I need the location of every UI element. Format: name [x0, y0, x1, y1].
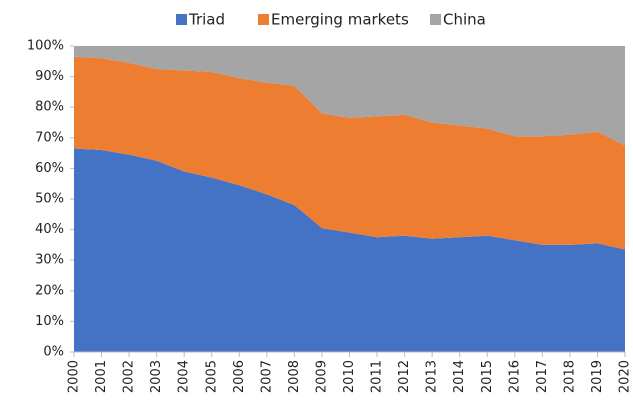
- x-tick-label: 2017: [535, 360, 550, 393]
- legend-swatch: [176, 14, 187, 25]
- legend-label: Emerging markets: [271, 11, 409, 29]
- area: [74, 148, 625, 352]
- area: [74, 56, 625, 250]
- legend-label: China: [443, 11, 486, 29]
- x-tick-label: 2005: [204, 360, 219, 393]
- x-tick-label: 2007: [259, 360, 274, 393]
- y-tick-label: 0%: [43, 345, 64, 360]
- x-tick-label: 2014: [452, 360, 467, 393]
- y-tick-label: 10%: [35, 314, 64, 329]
- x-tick-label: 2012: [397, 360, 412, 393]
- x-tick-label: 2003: [149, 360, 164, 393]
- legend-label: Triad: [188, 11, 225, 29]
- x-tick-label: 2020: [618, 360, 633, 393]
- x-tick-label: 2006: [232, 360, 247, 393]
- x-tick-label: 2004: [177, 360, 192, 393]
- legend-swatch: [430, 14, 441, 25]
- area: [74, 46, 625, 146]
- x-tick-label: 2016: [507, 360, 522, 393]
- y-tick-label: 80%: [35, 100, 64, 115]
- x-tick-label: 2008: [287, 360, 302, 393]
- y-tick-label: 70%: [35, 130, 64, 145]
- x-tick-label: 2000: [67, 360, 82, 393]
- x-tick-label: 2019: [590, 360, 605, 393]
- y-tick-label: 40%: [35, 222, 64, 237]
- y-tick-label: 50%: [35, 192, 64, 207]
- y-tick-label: 90%: [35, 69, 64, 84]
- x-tick-label: 2002: [122, 360, 137, 393]
- x-tick-label: 2009: [314, 360, 329, 393]
- y-tick-label: 100%: [27, 39, 64, 54]
- legend-swatch: [258, 14, 269, 25]
- x-tick-label: 2001: [94, 360, 109, 393]
- x-tick-label: 2018: [562, 360, 577, 393]
- x-tick-label: 2011: [370, 360, 385, 393]
- x-tick-label: 2015: [480, 360, 495, 393]
- x-tick-label: 2013: [425, 360, 440, 393]
- y-tick-label: 60%: [35, 161, 64, 176]
- y-tick-label: 30%: [35, 253, 64, 268]
- x-tick-label: 2010: [342, 360, 357, 393]
- y-tick-label: 20%: [35, 283, 64, 298]
